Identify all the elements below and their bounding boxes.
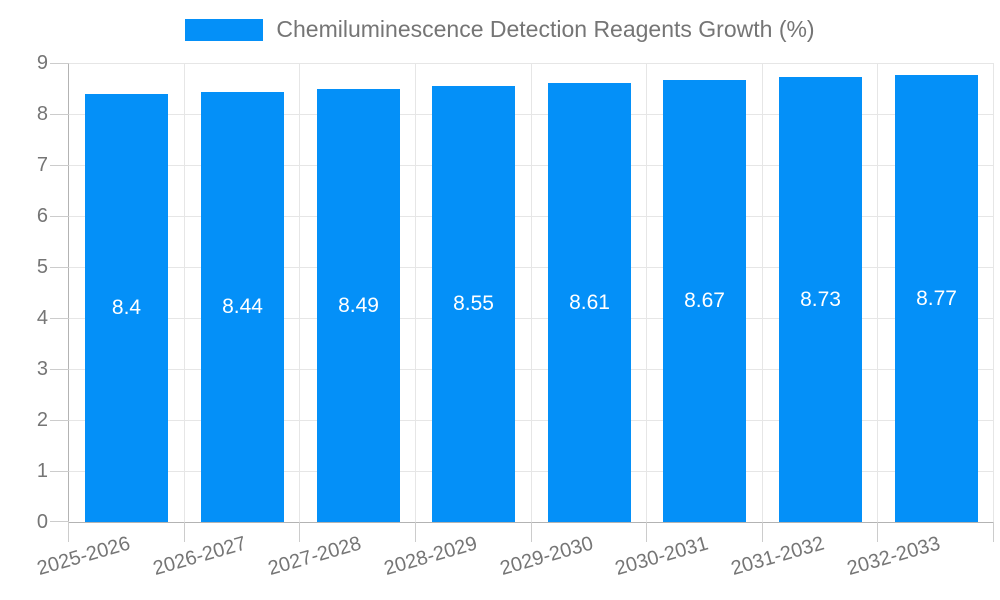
legend-swatch	[185, 18, 264, 41]
y-axis-tick-label: 6	[36, 205, 48, 227]
y-axis-tick	[50, 267, 69, 268]
bar[interactable]: 8.44	[201, 92, 284, 522]
x-axis-tick	[299, 522, 300, 542]
bar-value-label: 8.49	[338, 293, 379, 317]
x-axis-tick-label: 2026-2027	[150, 532, 249, 580]
y-axis-tick-label: 2	[36, 409, 48, 431]
bar[interactable]: 8.55	[432, 86, 515, 522]
x-axis-tick	[531, 522, 532, 542]
x-axis-tick-label: 2028-2029	[381, 532, 480, 580]
x-axis-tick	[68, 522, 69, 542]
bar-value-label: 8.55	[453, 292, 494, 315]
x-axis-tick-label: 2030-2031	[612, 532, 711, 580]
y-axis-tick-label: 5	[36, 256, 48, 278]
y-axis-tick	[50, 521, 69, 522]
x-axis-tick	[993, 522, 994, 542]
y-axis-tick	[50, 114, 69, 115]
gridline-vertical	[993, 63, 994, 522]
x-axis-tick-label: 2025-2026	[34, 532, 133, 580]
gridline-vertical	[415, 63, 416, 522]
bar-value-label: 8.77	[916, 286, 957, 310]
bar[interactable]: 8.49	[317, 89, 400, 522]
bar[interactable]: 8.61	[548, 83, 631, 522]
y-axis-tick-label: 9	[36, 52, 48, 74]
bar[interactable]: 8.73	[779, 77, 862, 522]
x-axis-tick	[184, 522, 185, 542]
y-axis-tick-label: 1	[36, 460, 48, 482]
x-axis-tick	[877, 522, 878, 542]
bar[interactable]: 8.4	[85, 94, 168, 522]
bar-value-label: 8.73	[800, 287, 841, 311]
y-axis-tick-label: 7	[36, 154, 48, 176]
y-axis-tick	[50, 369, 69, 370]
gridline-vertical	[531, 63, 532, 522]
x-axis-tick	[762, 522, 763, 542]
x-axis-tick-label: 2029-2030	[497, 532, 596, 580]
x-axis-tick-label: 2031-2032	[728, 532, 827, 580]
plot-area: 8.4 8.44 8.49 8.55 8.61 8.67 8.73 8.77	[50, 63, 994, 542]
x-axis-tick	[646, 522, 647, 542]
y-axis-tick	[50, 318, 69, 319]
gridline-vertical	[299, 63, 300, 522]
gridline-vertical	[762, 63, 763, 522]
legend-item[interactable]: Chemiluminescence Detection Reagents Gro…	[0, 16, 1000, 43]
x-axis-tick	[415, 522, 416, 542]
y-axis-labels: 0 1 2 3 4 5 6 7 8 9	[0, 52, 48, 533]
y-axis-tick	[50, 63, 69, 64]
y-axis-tick-label: 0	[36, 511, 48, 533]
bar-value-label: 8.4	[111, 296, 142, 319]
bar-value-label: 8.67	[684, 289, 725, 312]
y-axis-tick	[50, 420, 69, 421]
bar[interactable]: 8.67	[663, 80, 746, 522]
bar-value-label: 8.61	[569, 290, 610, 314]
y-axis-tick-label: 8	[36, 103, 48, 125]
legend-label: Chemiluminescence Detection Reagents Gro…	[276, 16, 815, 42]
bar[interactable]: 8.77	[895, 75, 978, 522]
gridline-vertical	[184, 63, 185, 522]
bar-value-label: 8.44	[222, 295, 263, 318]
x-axis-tick-label: 2027-2028	[266, 532, 365, 580]
gridline-vertical	[646, 63, 647, 522]
y-axis-tick	[50, 216, 69, 217]
x-axis-tick-label: 2032-2033	[844, 532, 943, 580]
y-axis-tick	[50, 165, 69, 166]
gridline-vertical	[877, 63, 878, 522]
y-axis-tick-label: 3	[36, 358, 48, 380]
y-axis-tick	[50, 471, 69, 472]
y-axis-tick-label: 4	[36, 307, 48, 329]
